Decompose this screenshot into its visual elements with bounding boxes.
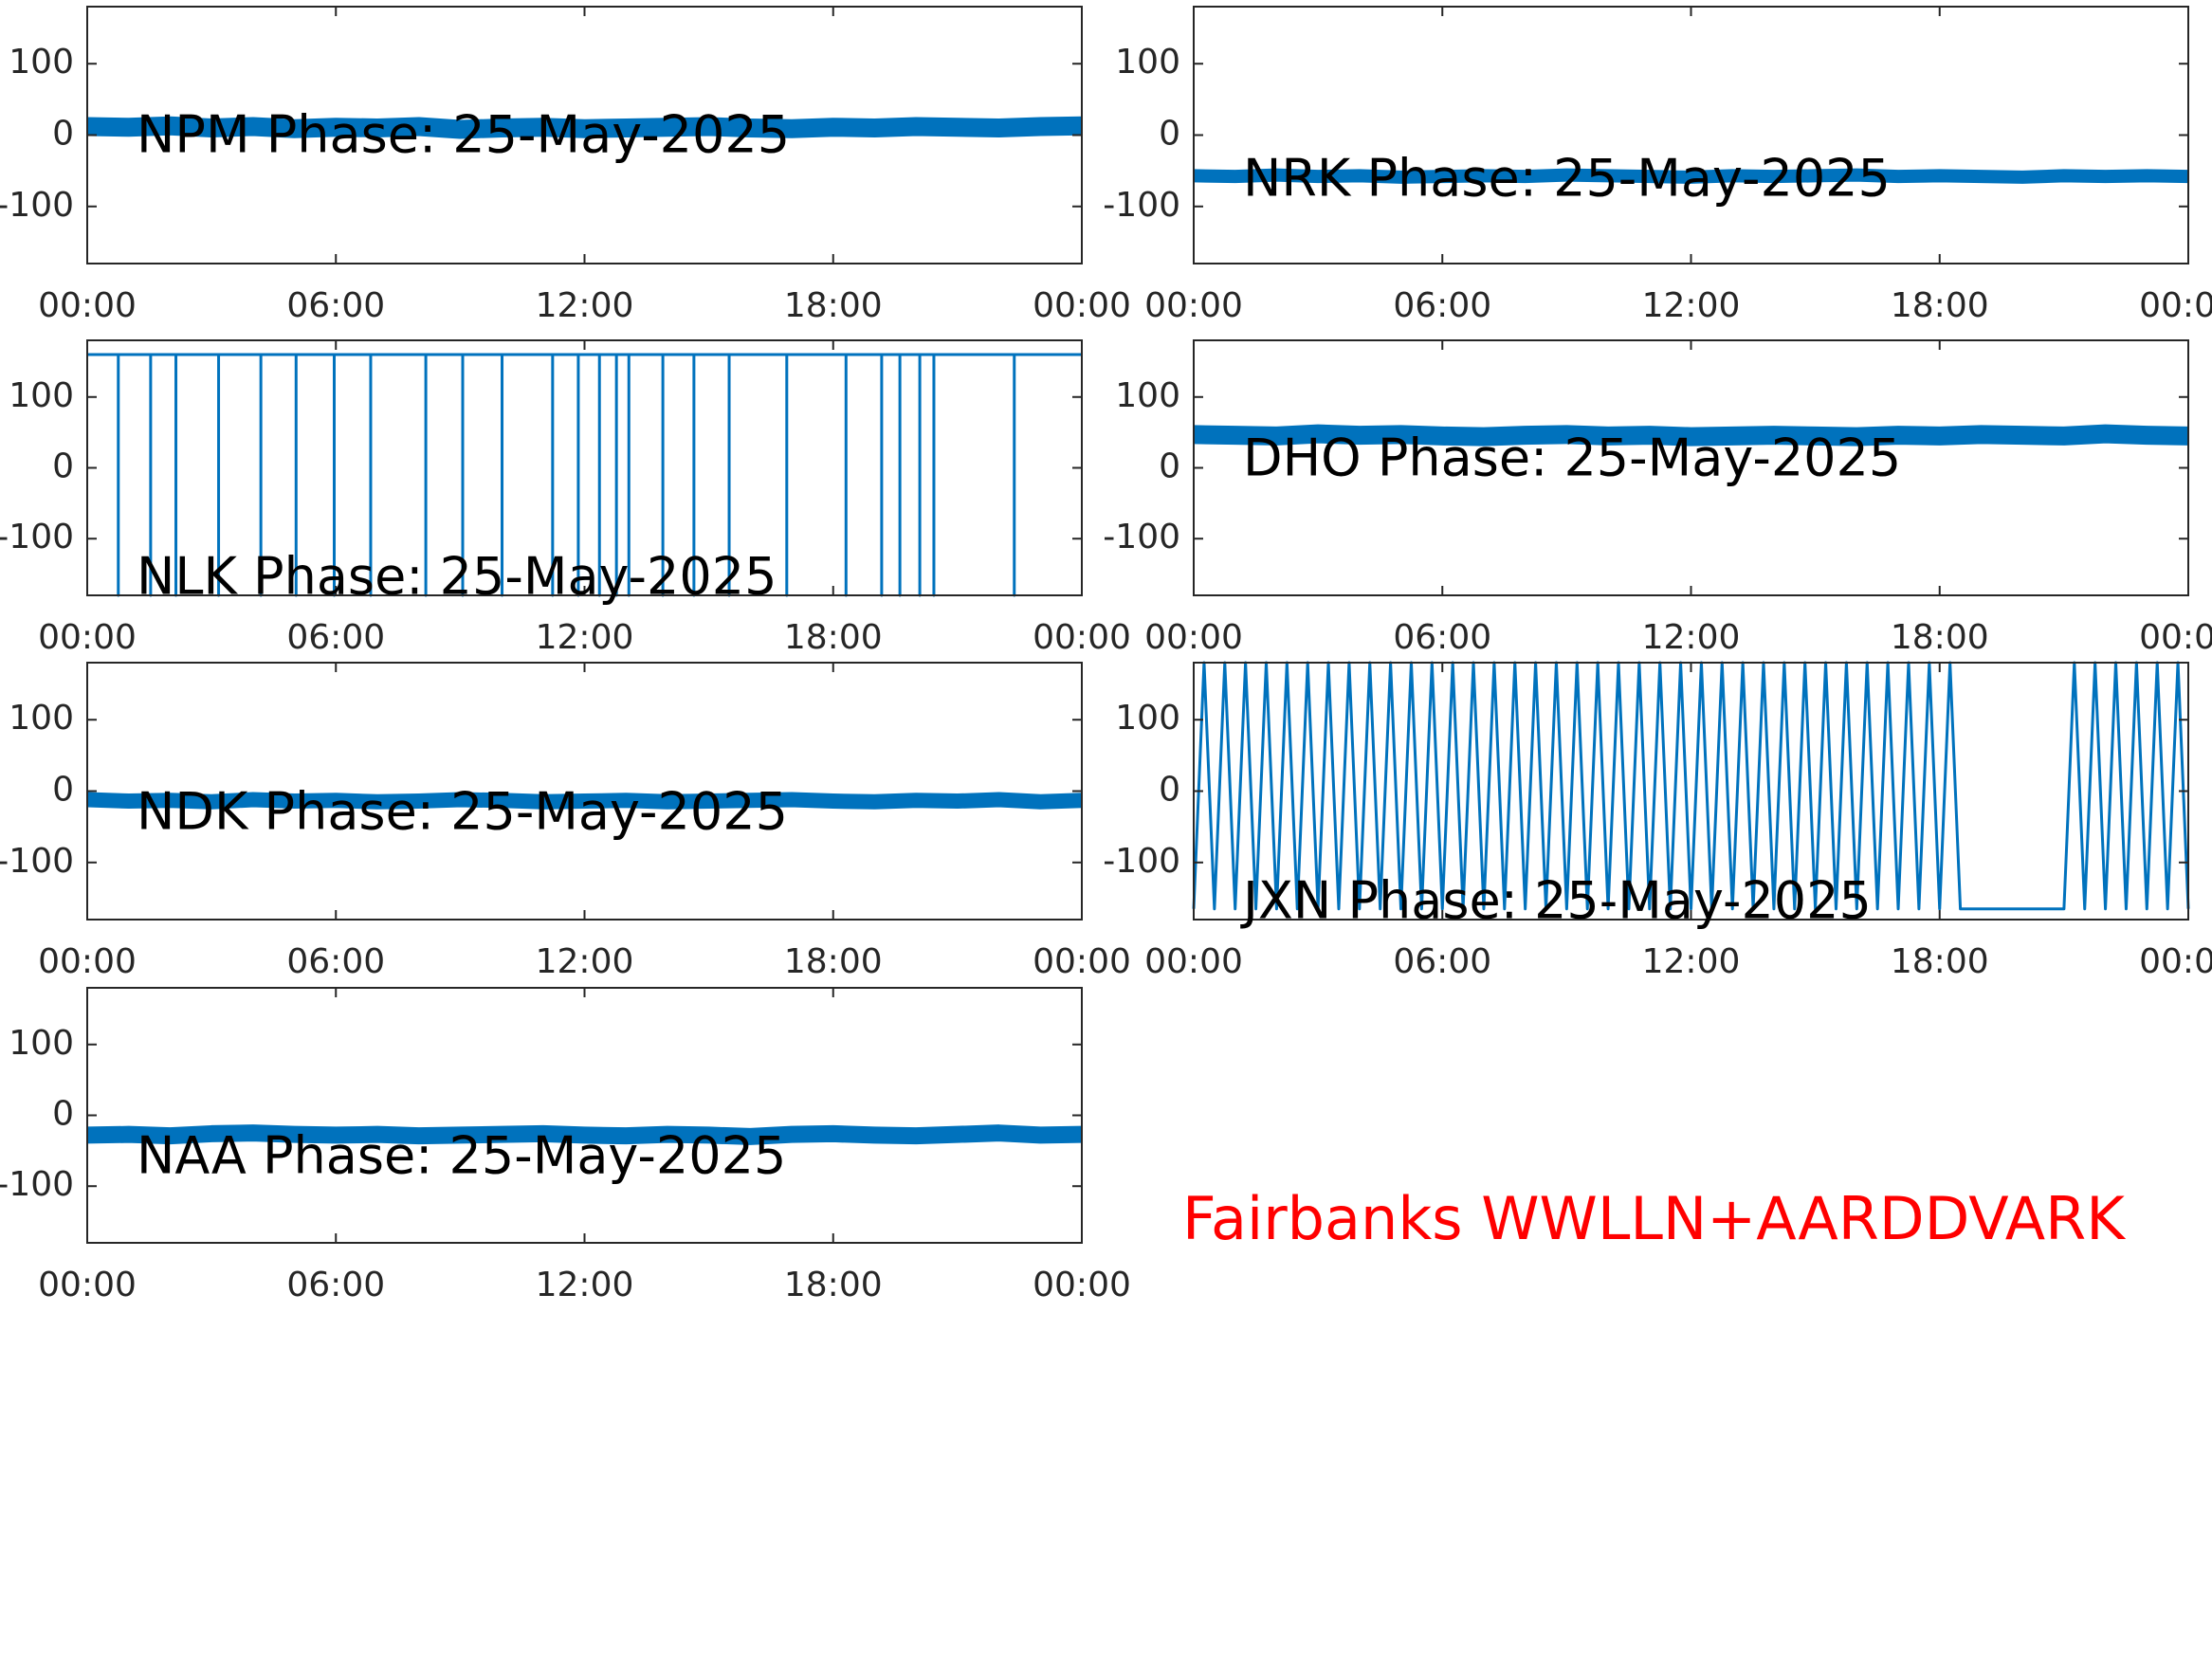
x-tick-label: 06:00	[1393, 286, 1491, 325]
y-tick-label: -100	[0, 186, 74, 225]
y-tick-label: 100	[9, 376, 74, 415]
x-tick-label: 18:00	[784, 286, 883, 325]
data-line	[1192, 661, 2190, 911]
x-tick-label: 06:00	[286, 286, 385, 325]
y-tick-label: -100	[1103, 518, 1180, 556]
x-tick-label: 00:00	[1144, 618, 1243, 657]
x-tick-label: 00:00	[38, 286, 137, 325]
panel-title: NAA Phase: 25-May-2025	[137, 1126, 786, 1186]
x-tick-label: 06:00	[286, 618, 385, 657]
y-tick-label: -100	[0, 1165, 74, 1204]
data-line	[86, 116, 1083, 139]
panel-title: NLK Phase: 25-May-2025	[137, 547, 777, 607]
y-tick-label: 0	[1159, 115, 1180, 154]
x-tick-label: 12:00	[1642, 618, 1741, 657]
y-tick-label: 0	[52, 1095, 74, 1134]
axes-box	[1193, 6, 2189, 264]
panel-title: NRK Phase: 25-May-2025	[1243, 149, 1891, 209]
x-tick-label: 18:00	[1891, 942, 1989, 981]
x-tick-label: 00:00	[1144, 942, 1243, 981]
y-tick-label: 100	[1115, 699, 1180, 738]
x-tick-label: 00:00	[1033, 618, 1131, 657]
panel-title: DHO Phase: 25-May-2025	[1243, 428, 1901, 488]
data-line	[1193, 168, 2189, 184]
y-tick-label: -100	[1103, 186, 1180, 225]
x-tick-label: 00:00	[38, 942, 137, 981]
x-tick-label: 12:00	[536, 942, 634, 981]
x-tick-label: 18:00	[784, 1266, 883, 1304]
y-tick-label: 0	[52, 115, 74, 154]
x-tick-label: 06:00	[1393, 942, 1491, 981]
x-tick-label: 06:00	[1393, 618, 1491, 657]
x-tick-label: 00:00	[1144, 286, 1243, 325]
x-tick-label: 18:00	[784, 618, 883, 657]
x-tick-label: 00:00	[1033, 942, 1131, 981]
x-tick-label: 00:00	[1033, 1266, 1131, 1304]
y-tick-label: 100	[1115, 376, 1180, 415]
x-tick-label: 12:00	[536, 1266, 634, 1304]
x-tick-label: 00:00	[2139, 942, 2212, 981]
data-line	[86, 1124, 1083, 1145]
x-tick-label: 00:00	[1033, 286, 1131, 325]
x-tick-label: 00:00	[38, 1266, 137, 1304]
y-tick-label: -100	[0, 518, 74, 556]
x-tick-label: 00:00	[38, 618, 137, 657]
panel-title: JXN Phase: 25-May-2025	[1240, 871, 1872, 931]
y-tick-label: -100	[1103, 842, 1180, 881]
y-tick-label: 0	[52, 771, 74, 810]
data-line	[1193, 424, 2189, 447]
panel-title: NDK Phase: 25-May-2025	[137, 782, 788, 842]
x-tick-label: 18:00	[784, 942, 883, 981]
y-tick-label: 100	[1115, 43, 1180, 82]
x-tick-label: 00:00	[2139, 286, 2212, 325]
x-tick-label: 06:00	[286, 1266, 385, 1304]
y-tick-label: 0	[1159, 771, 1180, 810]
y-tick-label: 100	[9, 1024, 74, 1063]
x-tick-label: 12:00	[536, 618, 634, 657]
x-tick-label: 12:00	[536, 286, 634, 325]
y-tick-label: 100	[9, 699, 74, 738]
data-line	[86, 792, 1083, 810]
x-tick-label: 00:00	[2139, 618, 2212, 657]
x-tick-label: 12:00	[1642, 942, 1741, 981]
y-tick-label: 100	[9, 43, 74, 82]
axes-box	[86, 987, 1083, 1244]
data-line	[87, 353, 1082, 597]
y-tick-label: -100	[0, 842, 74, 881]
x-tick-label: 12:00	[1642, 286, 1741, 325]
x-tick-label: 06:00	[286, 942, 385, 981]
station-label: Fairbanks WWLLN+AARDDVARK	[1182, 1184, 2126, 1253]
y-tick-label: 0	[52, 447, 74, 486]
y-tick-label: 0	[1159, 447, 1180, 486]
panel-title: NPM Phase: 25-May-2025	[137, 105, 790, 165]
x-tick-label: 18:00	[1891, 618, 1989, 657]
x-tick-label: 18:00	[1891, 286, 1989, 325]
